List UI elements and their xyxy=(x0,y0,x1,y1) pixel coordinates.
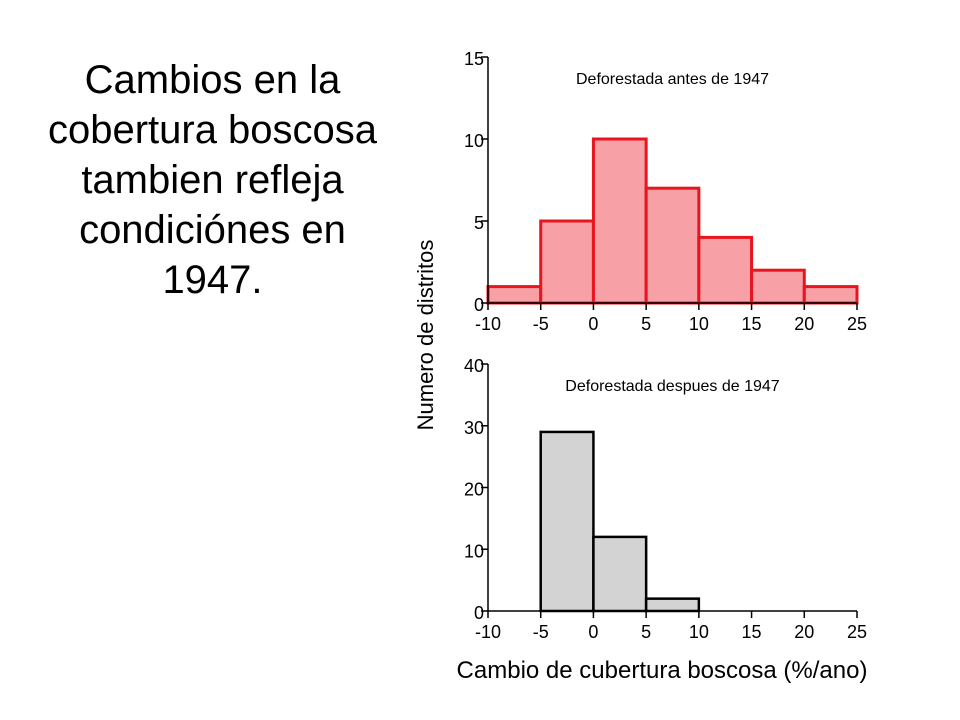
slide-title: Cambios en la cobertura boscosa tambien … xyxy=(47,58,378,302)
histogram-bar xyxy=(750,268,806,305)
histogram-bar xyxy=(644,186,701,305)
histogram-bar xyxy=(592,535,648,613)
x-tick-label: 5 xyxy=(641,314,651,334)
x-tick-label: -5 xyxy=(533,622,549,642)
x-tick-label: 0 xyxy=(588,314,598,334)
y-tick-label: 10 xyxy=(464,541,484,561)
histogram-bar xyxy=(697,235,754,305)
histogram-bar xyxy=(644,597,701,613)
histogram-panel-before-1947: Deforestada antes de 1947 0 5 10 15 -10 -5 0 5 10… xyxy=(464,49,867,334)
y-tick-label: 30 xyxy=(464,418,484,438)
histogram-panel-after-1947: Deforestada despues de 1947 0 10 20 30 40 -10 -… xyxy=(464,356,867,642)
x-tick-label: 15 xyxy=(742,622,762,642)
x-tick-label: 15 xyxy=(742,314,762,334)
y-tick-label: 40 xyxy=(464,356,484,376)
histogram-bar xyxy=(539,430,595,613)
x-tick-label: 0 xyxy=(588,622,598,642)
y-axis-label: Numero de distritos xyxy=(413,240,438,431)
x-tick-label: 10 xyxy=(689,622,709,642)
x-tick-label: -10 xyxy=(475,314,501,334)
histogram-bar xyxy=(486,285,543,305)
panel-title: Deforestada antes de 1947 xyxy=(576,71,769,88)
x-tick-label: 5 xyxy=(641,622,651,642)
histogram-bar xyxy=(539,219,595,305)
y-tick-label: 0 xyxy=(474,603,484,623)
x-axis-label: Cambio de cubertura boscosa (%/ano) xyxy=(457,657,868,684)
y-tick-label: 10 xyxy=(464,131,484,151)
x-tick-label: 25 xyxy=(847,622,867,642)
x-tick-label: 10 xyxy=(689,314,709,334)
x-tick-label: 25 xyxy=(847,314,867,334)
y-tick-label: 5 xyxy=(474,213,484,233)
x-tick-label: -10 xyxy=(475,622,501,642)
x-tick-label: 20 xyxy=(794,314,814,334)
histogram-bar xyxy=(591,137,648,305)
x-tick-label: -5 xyxy=(533,314,549,334)
histogram-bar xyxy=(802,285,859,305)
panel-title: Deforestada despues de 1947 xyxy=(565,378,779,395)
y-tick-label: 15 xyxy=(464,49,484,69)
x-tick-label: 20 xyxy=(794,622,814,642)
y-tick-label: 20 xyxy=(464,480,484,500)
y-tick-label: 0 xyxy=(474,295,484,315)
